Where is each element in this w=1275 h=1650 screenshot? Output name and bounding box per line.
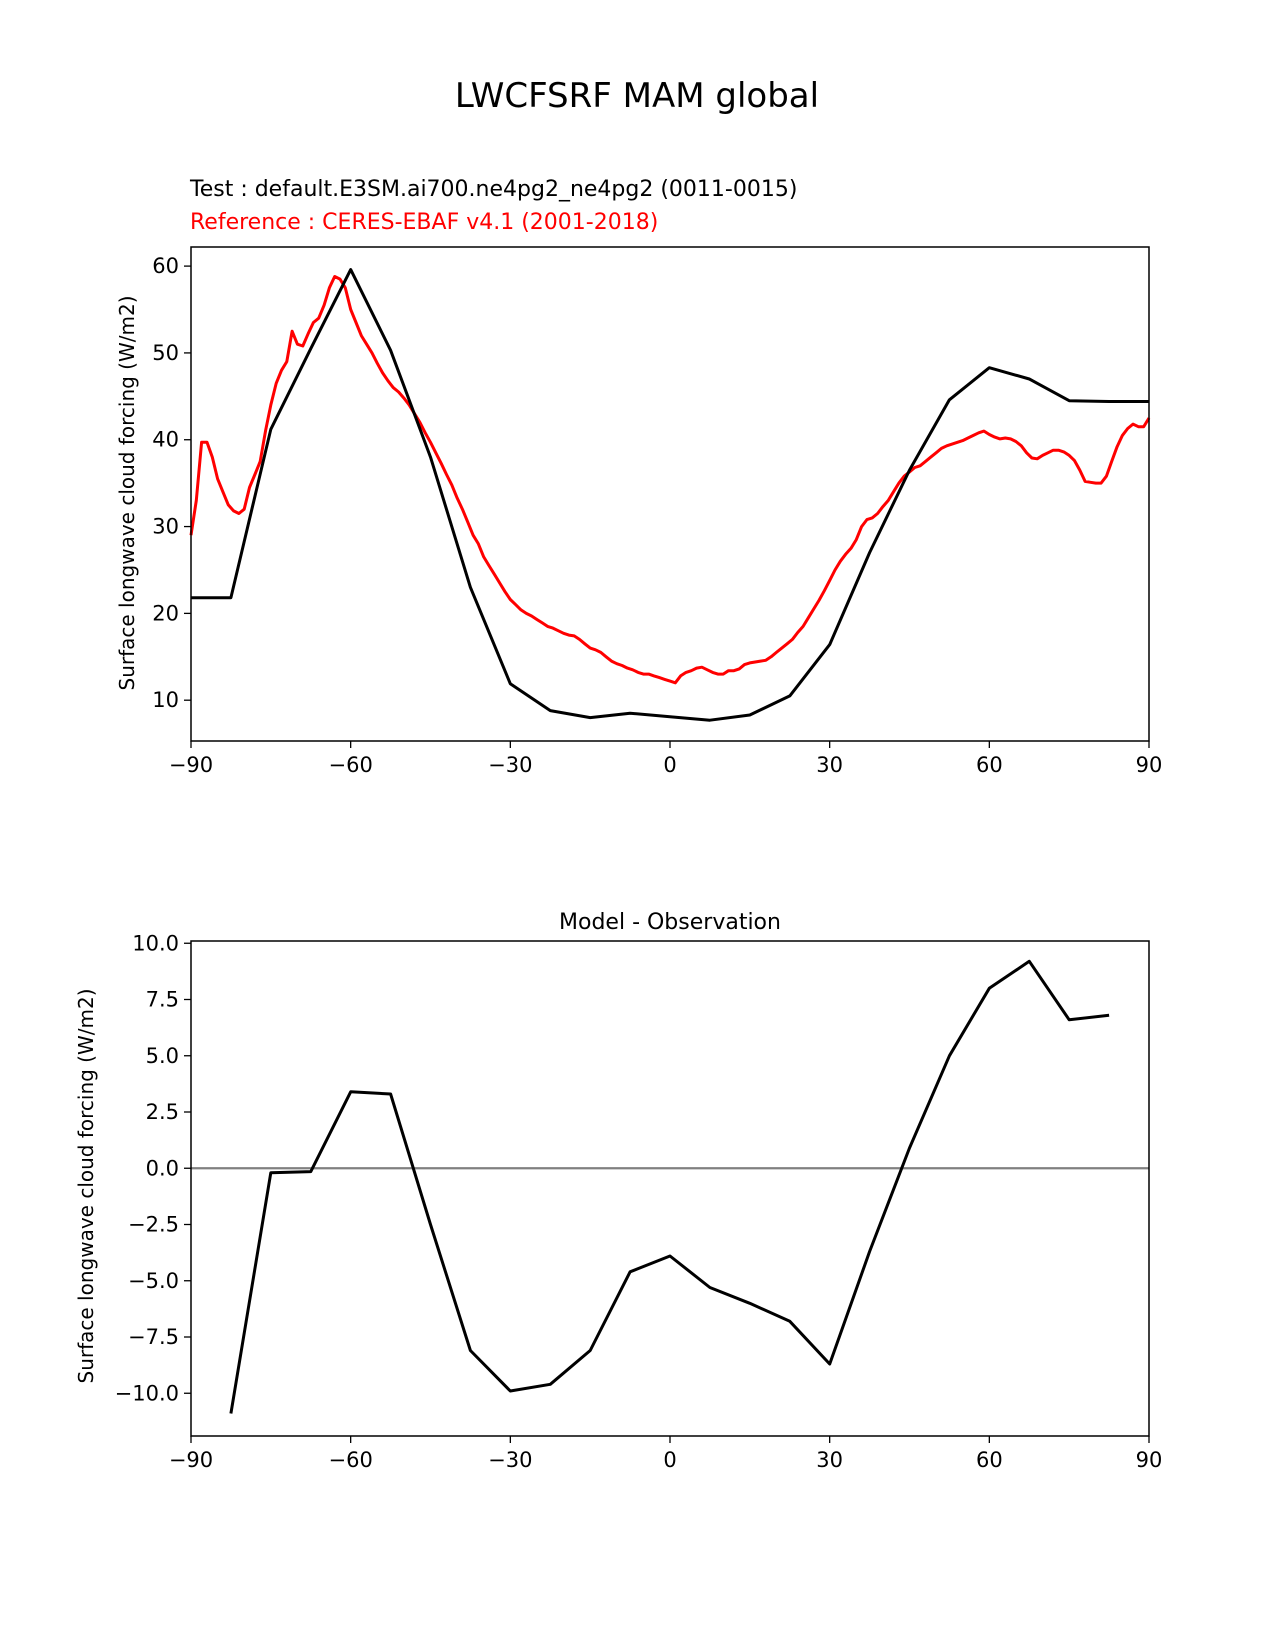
plot-frame — [190, 940, 1150, 1437]
test-label: Test : default.E3SM.ai700.ne4pg2_ne4pg2 … — [189, 177, 797, 202]
x-tick-label: 60 — [976, 753, 1003, 777]
y-tick-label: 60 — [152, 254, 179, 278]
x-tick-label: 0 — [663, 1448, 676, 1472]
x-tick-label: 0 — [663, 753, 676, 777]
y-tick-label: 7.5 — [146, 988, 179, 1012]
y-axis-label: Surface longwave cloud forcing (W/m2) — [74, 988, 98, 1383]
y-tick-label: −7.5 — [128, 1325, 179, 1349]
y-tick-label: 40 — [152, 428, 179, 452]
x-tick-label: 30 — [816, 1448, 843, 1472]
x-tick-label: 90 — [1136, 753, 1163, 777]
y-axis-label: Surface longwave cloud forcing (W/m2) — [115, 295, 139, 690]
x-tick-label: 60 — [976, 1448, 1003, 1472]
series-line-reference — [189, 275, 1151, 685]
top-plot: Test : default.E3SM.ai700.ne4pg2_ne4pg2 … — [115, 177, 1162, 777]
x-tick-label: −30 — [488, 753, 532, 777]
x-tick-label: −90 — [169, 753, 213, 777]
y-tick-label: −10.0 — [115, 1381, 179, 1405]
figure-title: LWCFSRF MAM global — [455, 76, 819, 116]
x-tick-label: −30 — [488, 1448, 532, 1472]
y-tick-label: −2.5 — [128, 1213, 179, 1237]
plot-frame — [190, 246, 1150, 742]
y-tick-label: 10.0 — [132, 931, 179, 955]
x-tick-label: −90 — [169, 1448, 213, 1472]
y-tick-label: 20 — [152, 601, 179, 625]
x-tick-label: 90 — [1136, 1448, 1163, 1472]
y-tick-label: 2.5 — [146, 1100, 179, 1124]
y-tick-label: −5.0 — [128, 1269, 179, 1293]
y-tick-label: 5.0 — [146, 1044, 179, 1068]
x-tick-label: −60 — [329, 753, 373, 777]
y-tick-label: 50 — [152, 341, 179, 365]
x-tick-label: 30 — [816, 753, 843, 777]
y-tick-label: 0.0 — [146, 1156, 179, 1180]
bottom-plot: Model - Observation Surface longwave clo… — [74, 910, 1162, 1472]
plot-title: Model - Observation — [559, 910, 781, 935]
reference-label: Reference : CERES-EBAF v4.1 (2001-2018) — [190, 210, 658, 235]
series-line-difference — [229, 959, 1110, 1414]
series-line-test — [191, 268, 1149, 722]
y-tick-label: 30 — [152, 515, 179, 539]
y-tick-label: 10 — [152, 688, 179, 712]
x-tick-label: −60 — [329, 1448, 373, 1472]
